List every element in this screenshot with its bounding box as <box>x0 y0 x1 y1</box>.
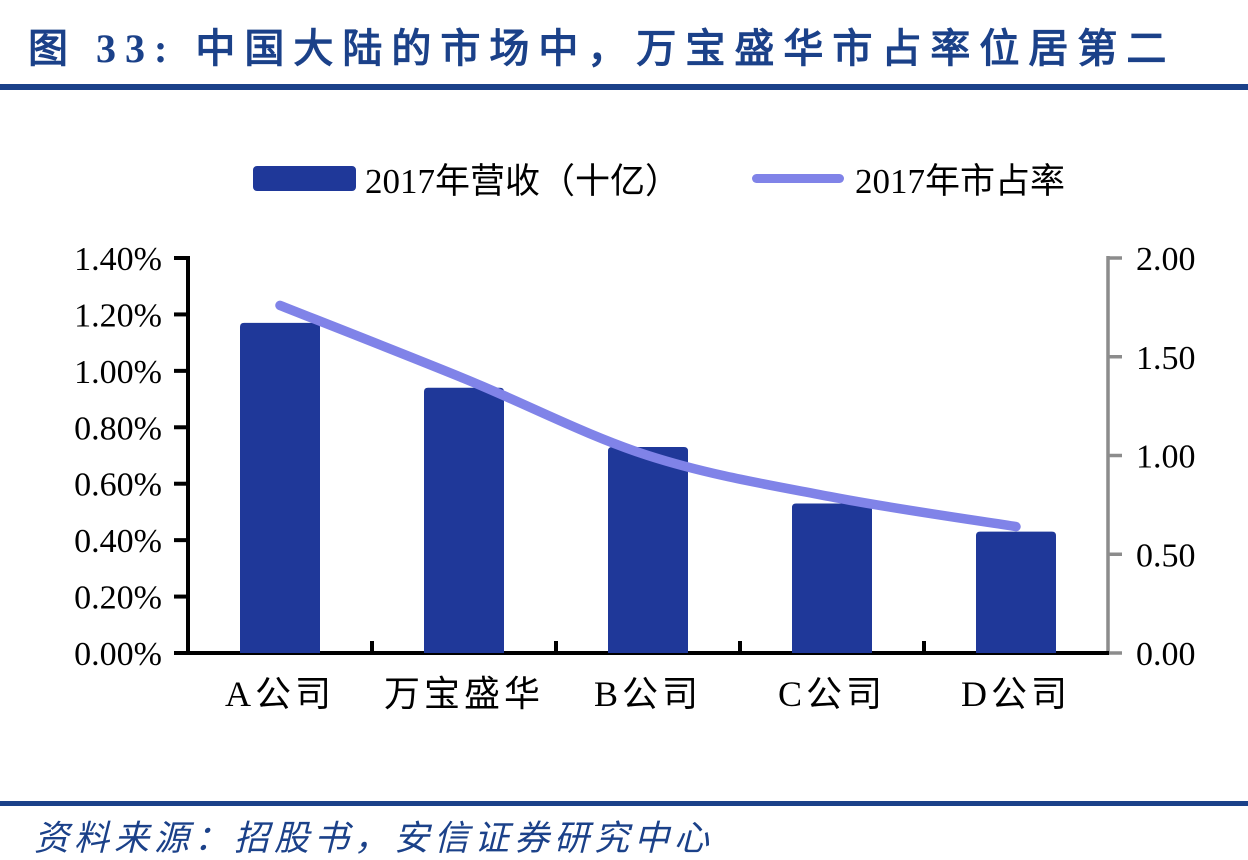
category-label: B公司 <box>594 674 702 714</box>
title-underline <box>0 84 1248 90</box>
revenue-bar <box>792 503 872 653</box>
category-label: C公司 <box>778 674 886 714</box>
legend-line-swatch-icon <box>752 173 845 183</box>
left-axis-tick-label: 1.20% <box>74 297 162 334</box>
x-axis: A公司 万宝盛华 B公司 C公司 D公司 <box>186 641 1109 714</box>
category-label: D公司 <box>961 674 1071 714</box>
source-divider <box>0 801 1248 806</box>
source-note: 资料来源：招股书，安信证券研究中心 <box>34 819 715 858</box>
revenue-bar <box>976 531 1056 653</box>
left-axis-tick-label: 0.60% <box>74 467 162 504</box>
legend-bar-swatch-icon <box>253 165 356 191</box>
category-label: A公司 <box>225 674 335 714</box>
right-axis-tick-label: 1.00 <box>1136 439 1196 476</box>
right-axis-tick-label: 1.50 <box>1136 340 1196 377</box>
chart-legend: 2017年营收（十亿） 2017年市占率 <box>253 156 1065 201</box>
left-axis-tick-label: 1.40% <box>74 241 162 278</box>
left-axis-tick-label: 0.00% <box>74 636 162 673</box>
legend-label-revenue: 2017年营收（十亿） <box>365 161 681 201</box>
revenue-bar <box>608 447 688 653</box>
right-axis-tick-label: 0.00 <box>1136 636 1196 673</box>
right-axis-tick-label: 0.50 <box>1136 537 1196 574</box>
left-axis-tick-label: 0.20% <box>74 580 162 617</box>
chart-title: 图 33: 中国大陆的市场中，万宝盛华市占率位居第二 <box>28 26 1176 71</box>
revenue-bar <box>424 387 504 653</box>
left-axis-tick-label: 0.40% <box>74 523 162 560</box>
left-axis-tick-label: 0.80% <box>74 410 162 447</box>
left-axis: 0.00% 0.20% 0.40% 0.60% 0.80% 1.00% 1.20% 1.40% <box>74 241 190 673</box>
market-share-line <box>275 300 1021 532</box>
right-axis: 0.00 0.50 1.00 1.50 2.00 <box>1106 241 1196 673</box>
revenue-bar <box>240 322 320 653</box>
legend-label-market-share: 2017年市占率 <box>855 161 1066 201</box>
category-label: 万宝盛华 <box>384 674 544 714</box>
bars-group <box>240 322 1056 653</box>
left-axis-tick-label: 1.00% <box>74 354 162 391</box>
right-axis-tick-label: 2.00 <box>1136 241 1196 278</box>
